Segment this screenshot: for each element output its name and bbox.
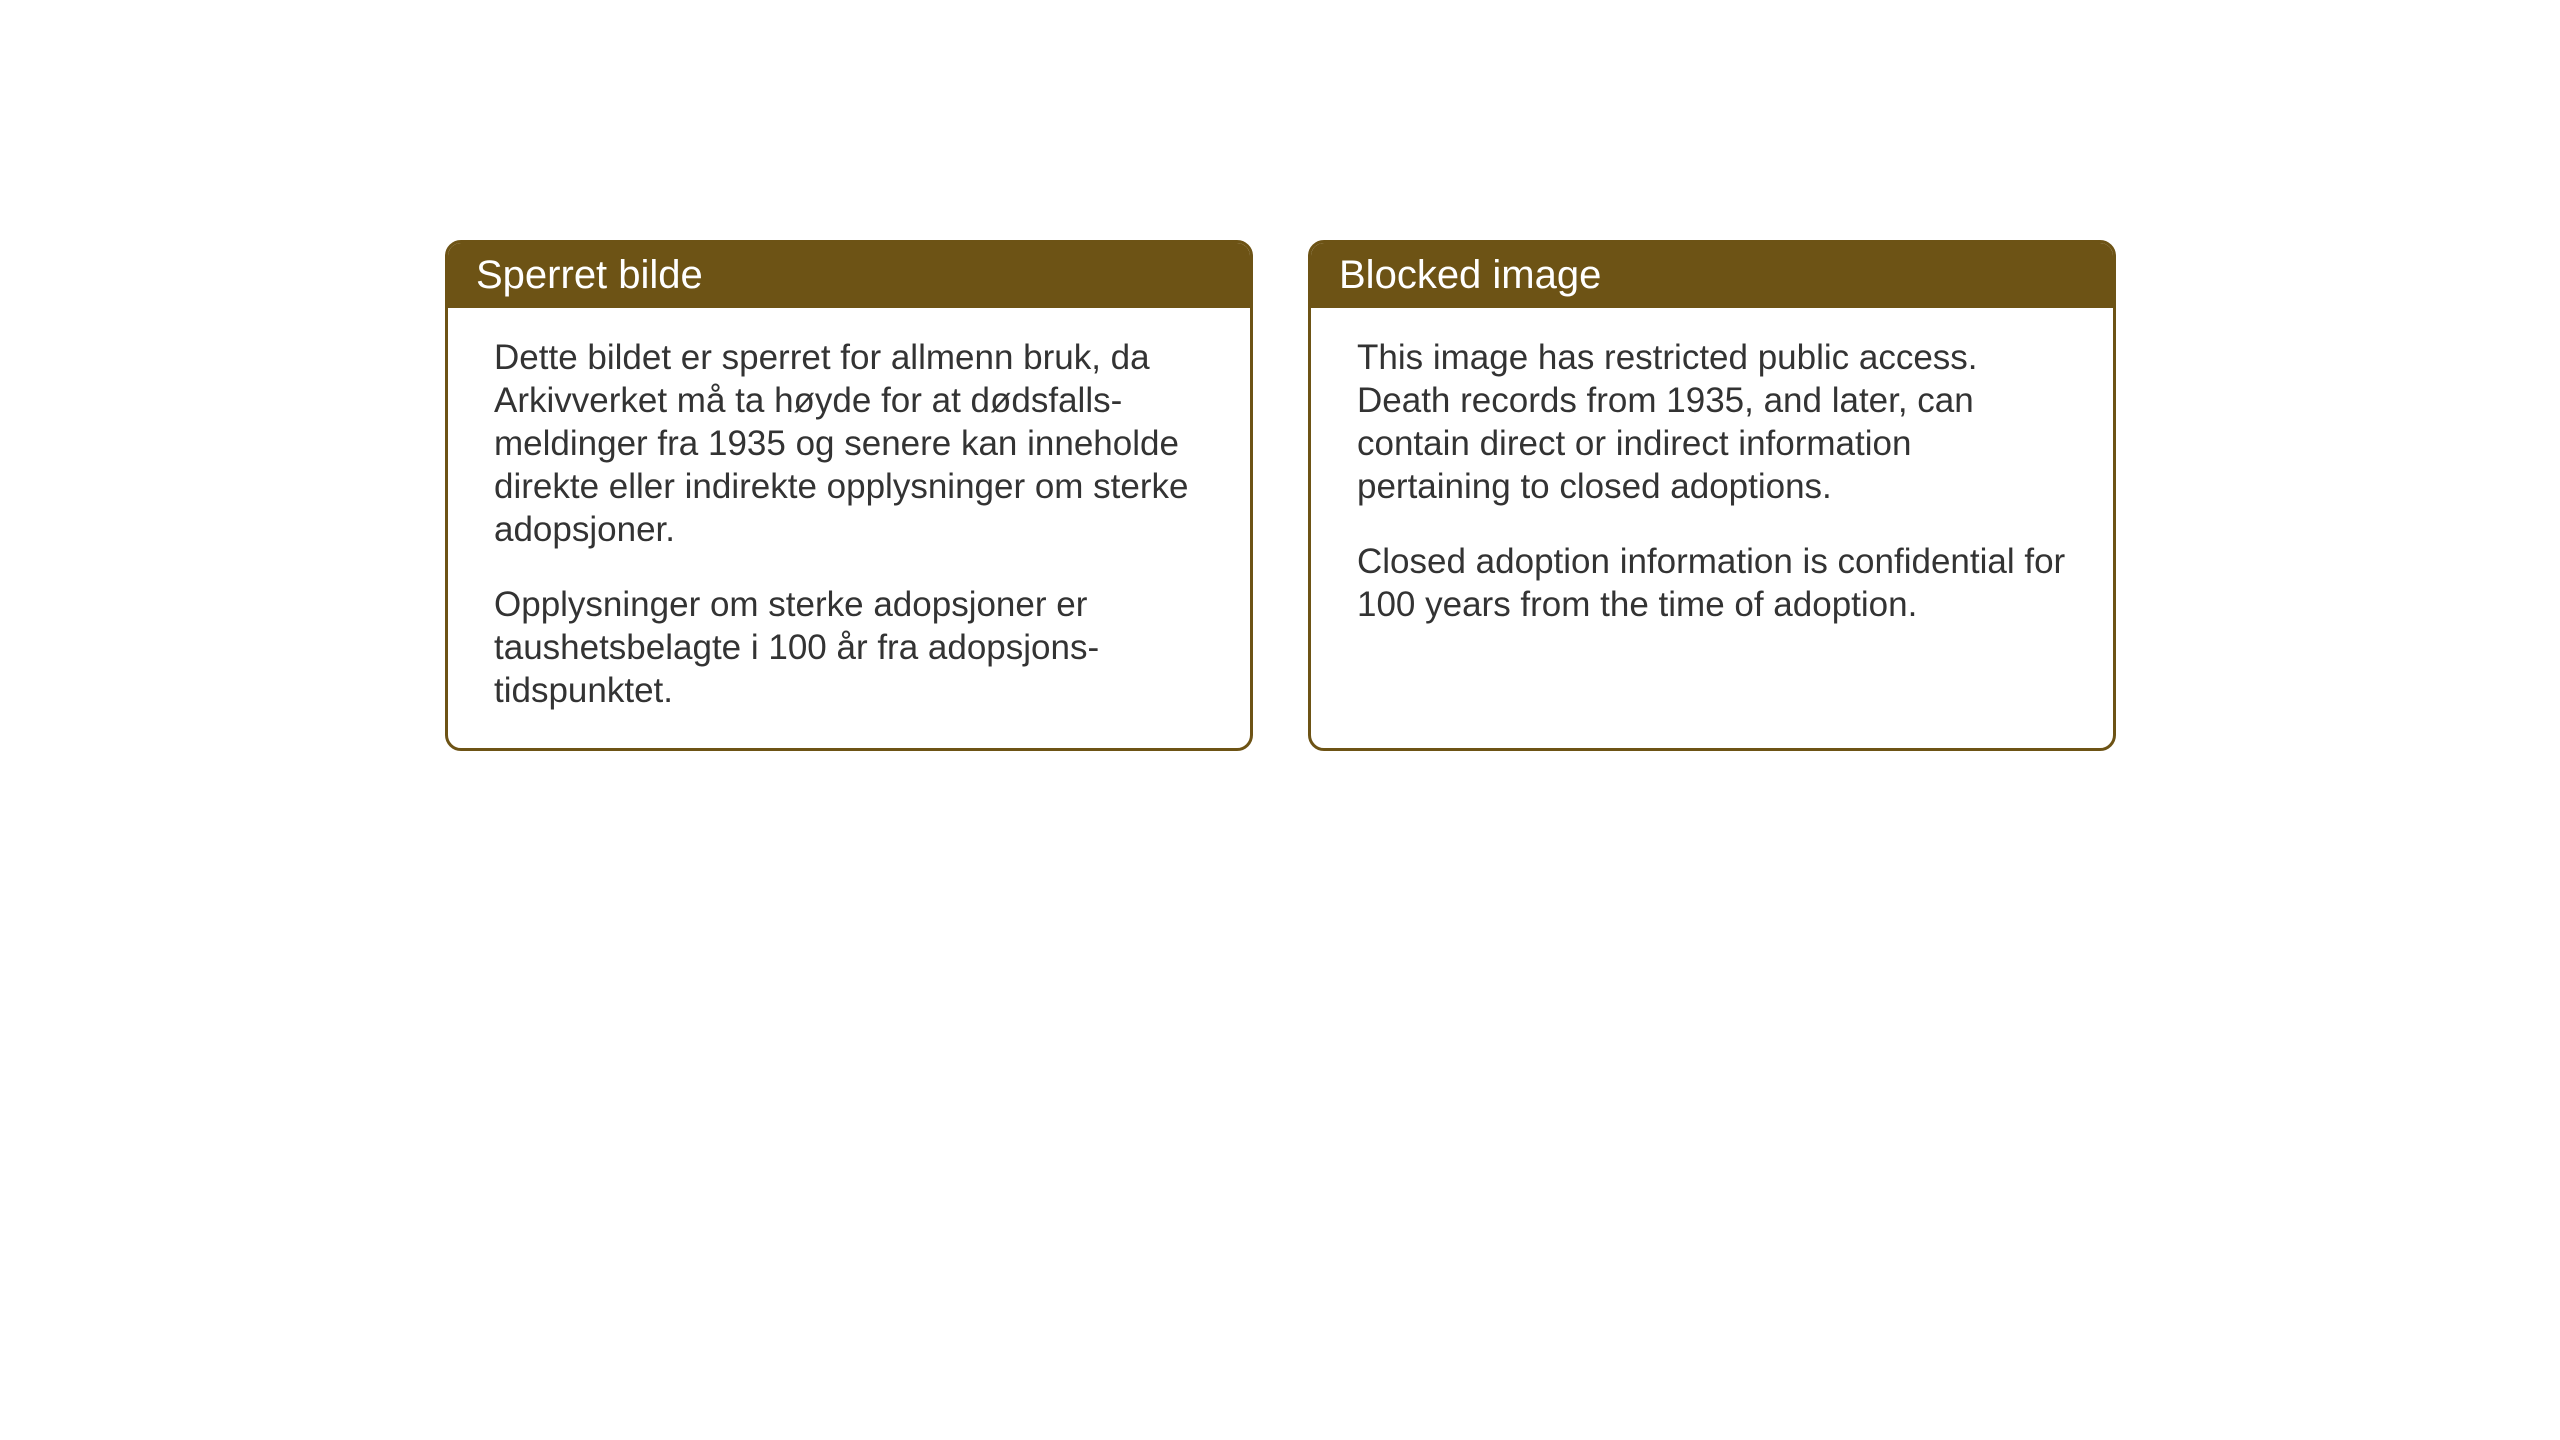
norwegian-card-header: Sperret bilde — [448, 243, 1250, 308]
english-card-header: Blocked image — [1311, 243, 2113, 308]
english-card: Blocked image This image has restricted … — [1308, 240, 2116, 751]
norwegian-card-body: Dette bildet er sperret for allmenn bruk… — [448, 308, 1250, 748]
cards-container: Sperret bilde Dette bildet er sperret fo… — [445, 240, 2116, 751]
english-card-title: Blocked image — [1339, 253, 1601, 297]
english-paragraph-1: This image has restricted public access.… — [1357, 336, 2067, 508]
norwegian-card: Sperret bilde Dette bildet er sperret fo… — [445, 240, 1253, 751]
english-paragraph-2: Closed adoption information is confident… — [1357, 540, 2067, 626]
norwegian-paragraph-2: Opplysninger om sterke adopsjoner er tau… — [494, 583, 1204, 712]
english-card-body: This image has restricted public access.… — [1311, 308, 2113, 662]
norwegian-card-title: Sperret bilde — [476, 253, 703, 297]
norwegian-paragraph-1: Dette bildet er sperret for allmenn bruk… — [494, 336, 1204, 551]
